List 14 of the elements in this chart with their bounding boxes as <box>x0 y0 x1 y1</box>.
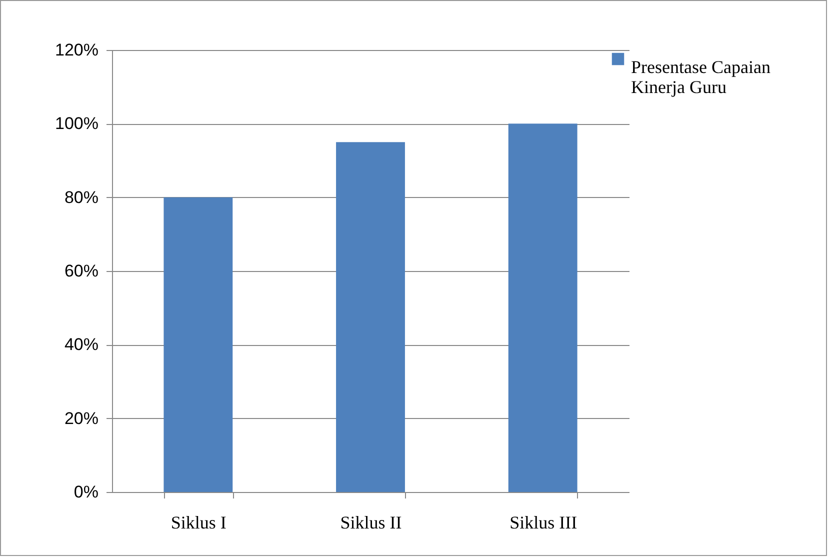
y-tick-label: 100% <box>55 114 98 134</box>
y-tick-label: 120% <box>55 40 98 60</box>
x-tick-label: Siklus I <box>170 512 226 532</box>
bar <box>336 142 405 492</box>
x-tick-label: Siklus III <box>510 512 578 532</box>
y-tick-label: 40% <box>64 335 98 354</box>
y-tick-label: 20% <box>64 408 98 428</box>
y-tick-label: 80% <box>64 188 98 207</box>
y-tick-label: 0% <box>74 482 98 502</box>
bar <box>164 197 233 492</box>
x-tick-label: Siklus II <box>340 512 402 532</box>
bar <box>508 124 578 492</box>
legend-label: Presentase Capaian Kinerja Guru <box>631 57 770 97</box>
y-tick-label: 60% <box>64 262 98 280</box>
